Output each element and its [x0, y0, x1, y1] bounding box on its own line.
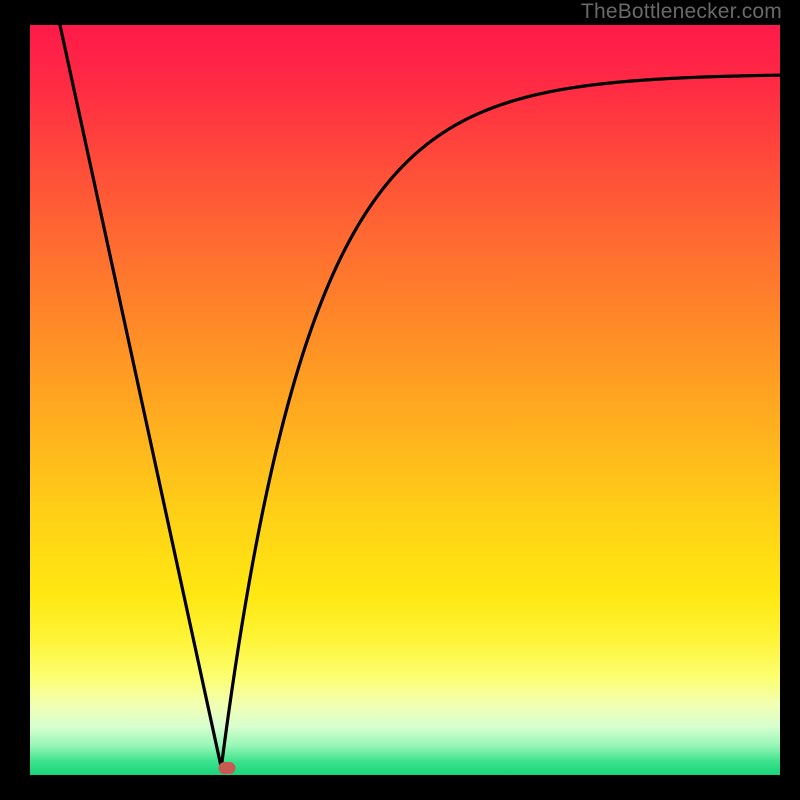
curve-svg [30, 25, 780, 775]
watermark-text: TheBottlenecker.com [581, 0, 782, 24]
plot-area [30, 25, 780, 775]
chart-container: TheBottlenecker.com [0, 0, 800, 800]
optimum-marker [218, 762, 235, 774]
bottleneck-curve [60, 25, 780, 768]
